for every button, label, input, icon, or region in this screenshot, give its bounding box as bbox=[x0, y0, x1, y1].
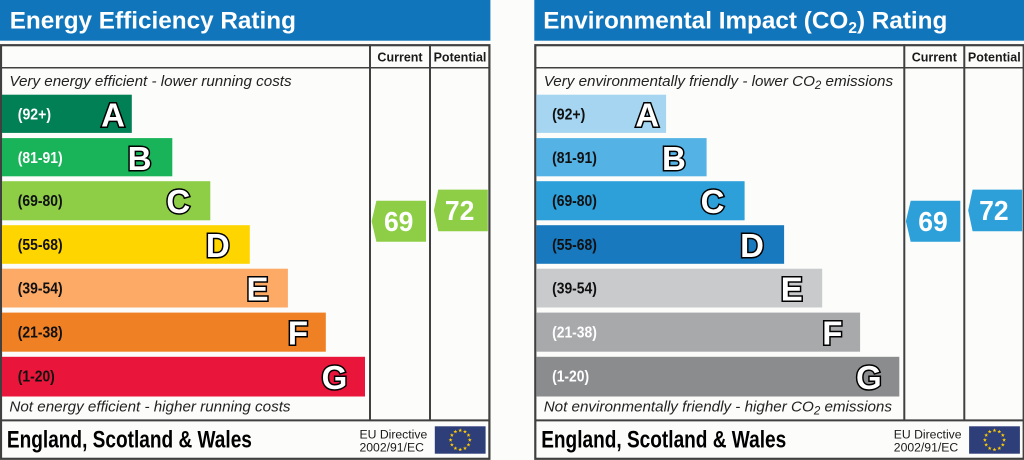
svg-text:Current: Current bbox=[377, 51, 423, 65]
svg-text:A: A bbox=[101, 97, 125, 134]
svg-text:Not energy efficient - higher: Not energy efficient - higher running co… bbox=[9, 399, 291, 416]
svg-text:G: G bbox=[856, 359, 882, 396]
svg-text:(92+): (92+) bbox=[18, 107, 51, 124]
svg-text:Very energy efficient - lower: Very energy efficient - lower running co… bbox=[9, 73, 292, 90]
svg-text:England, Scotland & Wales: England, Scotland & Wales bbox=[7, 426, 252, 453]
svg-text:B: B bbox=[128, 140, 152, 177]
svg-text:A: A bbox=[635, 97, 659, 134]
svg-text:Energy Efficiency Rating: Energy Efficiency Rating bbox=[10, 8, 296, 35]
svg-text:B: B bbox=[662, 140, 686, 177]
svg-text:(1-20): (1-20) bbox=[552, 369, 589, 386]
svg-text:EU Directive: EU Directive bbox=[360, 428, 428, 442]
svg-text:EU Directive: EU Directive bbox=[894, 428, 962, 442]
svg-text:C: C bbox=[166, 183, 190, 220]
svg-text:72: 72 bbox=[445, 195, 475, 226]
svg-text:72: 72 bbox=[979, 195, 1009, 226]
svg-text:(55-68): (55-68) bbox=[18, 237, 63, 254]
svg-text:Potential: Potential bbox=[968, 51, 1021, 65]
svg-text:(21-38): (21-38) bbox=[18, 325, 63, 342]
svg-text:(39-54): (39-54) bbox=[552, 281, 597, 298]
svg-text:Environmental Impact (CO2) Rat: Environmental Impact (CO2) Rating bbox=[543, 8, 947, 38]
svg-text:Not environmentally friendly -: Not environmentally friendly - higher CO… bbox=[544, 399, 893, 418]
svg-text:D: D bbox=[740, 227, 764, 264]
svg-text:C: C bbox=[701, 183, 725, 220]
svg-text:E: E bbox=[781, 271, 803, 308]
svg-text:2002/91/EC: 2002/91/EC bbox=[894, 441, 959, 455]
svg-text:69: 69 bbox=[384, 206, 414, 237]
svg-text:(39-54): (39-54) bbox=[18, 281, 63, 298]
svg-text:England, Scotland & Wales: England, Scotland & Wales bbox=[541, 426, 786, 453]
svg-text:69: 69 bbox=[918, 206, 948, 237]
svg-text:Current: Current bbox=[912, 51, 958, 65]
svg-text:(55-68): (55-68) bbox=[552, 237, 597, 254]
svg-text:(69-80): (69-80) bbox=[552, 193, 597, 210]
svg-text:(21-38): (21-38) bbox=[552, 325, 597, 342]
svg-text:Potential: Potential bbox=[434, 51, 487, 65]
svg-text:(81-91): (81-91) bbox=[552, 150, 597, 167]
svg-text:(92+): (92+) bbox=[552, 107, 585, 124]
svg-text:2002/91/EC: 2002/91/EC bbox=[360, 441, 425, 455]
svg-text:D: D bbox=[206, 227, 230, 264]
svg-text:(69-80): (69-80) bbox=[18, 193, 63, 210]
svg-text:F: F bbox=[822, 315, 842, 352]
svg-text:G: G bbox=[322, 359, 348, 396]
svg-text:(1-20): (1-20) bbox=[18, 369, 55, 386]
svg-text:(81-91): (81-91) bbox=[18, 150, 63, 167]
svg-text:F: F bbox=[288, 315, 308, 352]
svg-text:E: E bbox=[246, 271, 268, 308]
svg-text:Very environmentally friendly: Very environmentally friendly - lower CO… bbox=[544, 73, 894, 92]
